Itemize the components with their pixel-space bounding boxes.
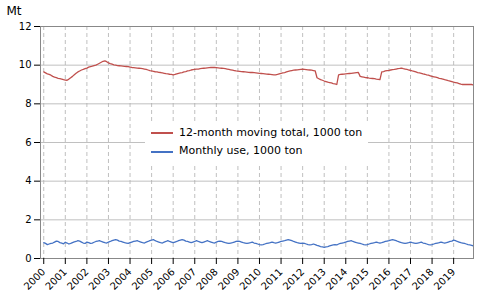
svg-text:4: 4 xyxy=(25,175,31,186)
svg-text:2012: 2012 xyxy=(281,266,307,292)
svg-text:2017: 2017 xyxy=(388,266,414,292)
svg-text:2004: 2004 xyxy=(108,266,134,292)
svg-text:2007: 2007 xyxy=(173,266,199,292)
svg-text:2: 2 xyxy=(25,214,31,225)
svg-text:2016: 2016 xyxy=(367,266,393,292)
svg-text:2009: 2009 xyxy=(216,266,242,292)
svg-text:2015: 2015 xyxy=(345,266,371,292)
html-text:12-month moving total, 1000 to: 12-month moving total, 1000 ton xyxy=(179,125,363,139)
svg-text:2019: 2019 xyxy=(432,266,458,292)
svg-text:Mt: Mt xyxy=(7,4,22,18)
svg-text:2010: 2010 xyxy=(237,266,263,292)
svg-text:10: 10 xyxy=(19,59,32,70)
svg-text:8: 8 xyxy=(25,98,31,109)
svg-text:0: 0 xyxy=(25,253,31,264)
svg-text:2002: 2002 xyxy=(65,266,91,292)
svg-text:2006: 2006 xyxy=(151,266,177,292)
svg-text:2008: 2008 xyxy=(194,266,220,292)
svg-text:6: 6 xyxy=(25,137,31,148)
svg-text:12: 12 xyxy=(19,21,32,32)
svg-text:2013: 2013 xyxy=(302,266,328,292)
svg-text:2000: 2000 xyxy=(22,266,48,292)
svg-text:2011: 2011 xyxy=(259,266,285,292)
svg-text:2014: 2014 xyxy=(324,266,350,292)
svg-text:2018: 2018 xyxy=(410,266,436,292)
svg-text:2005: 2005 xyxy=(130,266,156,292)
svg-text:2001: 2001 xyxy=(43,266,69,292)
html-text:Monthly use, 1000 ton: Monthly use, 1000 ton xyxy=(179,144,303,158)
svg-text:2003: 2003 xyxy=(86,266,112,292)
